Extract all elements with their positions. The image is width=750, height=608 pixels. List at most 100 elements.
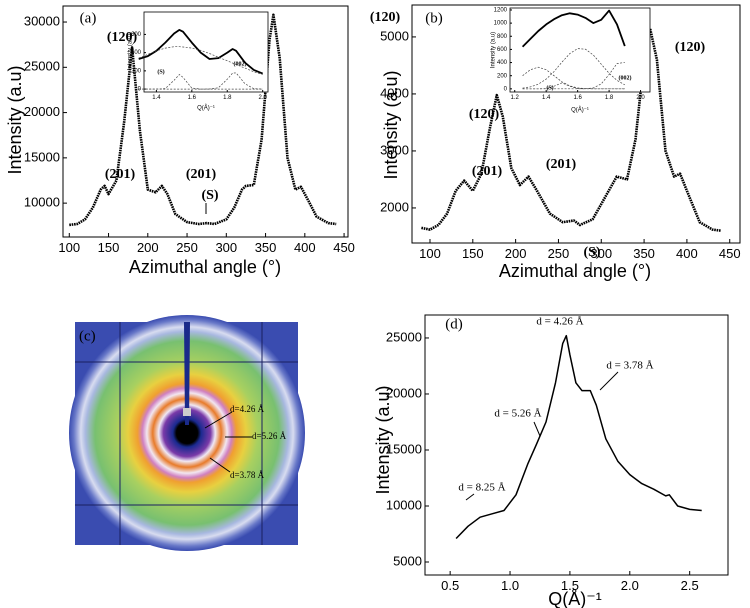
y-tick-label: 25000 bbox=[24, 59, 60, 74]
x-tick-label: 1.8 bbox=[605, 95, 614, 101]
arrow bbox=[204, 411, 233, 429]
x-axis-label: Q(Å)⁻¹ bbox=[571, 107, 589, 114]
annotation: d = 8.25 Å bbox=[458, 482, 505, 494]
y-tick-label: 400 bbox=[131, 50, 142, 56]
y-tick-label: 3000 bbox=[380, 142, 409, 157]
annotation: (201) bbox=[546, 157, 577, 172]
annotation: (S) bbox=[583, 245, 600, 260]
diffraction-rings bbox=[69, 315, 305, 551]
x-axis-label: Q(Å)⁻¹ bbox=[548, 589, 602, 608]
annotation: d = 5.26 Å bbox=[494, 408, 541, 420]
y-axis-label: Intensity (a.u) bbox=[128, 34, 134, 70]
annotation: (120) bbox=[370, 10, 401, 25]
panel: 0.5 1.0 1.5 2.0 2.5 5000 10000 15000 20000 25000 Q… bbox=[373, 314, 729, 608]
y-axis-label: Intensity (a.u) bbox=[381, 70, 401, 179]
x-axis-label: Azimuthal angle (°) bbox=[129, 257, 281, 277]
panel-label: (d) bbox=[445, 316, 463, 332]
y-tick-label: 800 bbox=[497, 34, 508, 40]
y-tick-label: 0 bbox=[138, 87, 142, 93]
x-tick-label: 2.5 bbox=[681, 578, 699, 593]
y-tick-label: 20000 bbox=[386, 385, 422, 400]
data-line bbox=[138, 46, 263, 75]
x-tick-label: 250 bbox=[548, 246, 570, 261]
inset: 1.4 1.6 1.8 2.0 0 200 400 600 Q(Å)⁻¹ Intensity (a… bbox=[128, 11, 269, 112]
x-tick-label: 450 bbox=[719, 246, 741, 261]
x-tick-label: 200 bbox=[505, 246, 527, 261]
annotation: d=5.26 Å bbox=[252, 431, 287, 441]
x-tick-label: 250 bbox=[176, 240, 198, 255]
x-tick-label: 1.6 bbox=[188, 95, 197, 101]
diffraction-image: (c) d=4.26 Å d=5.26 Å d=3.78 Å bbox=[69, 315, 305, 551]
annotation-arrow bbox=[533, 421, 541, 437]
x-tick-label: 350 bbox=[255, 240, 277, 255]
annotation-arrow bbox=[599, 371, 619, 391]
annotation: (120) bbox=[469, 107, 500, 122]
beam-stop-tip bbox=[183, 408, 191, 416]
y-tick-label: 200 bbox=[497, 73, 508, 79]
data-line bbox=[522, 82, 625, 90]
annotation: d=4.26 Å bbox=[230, 404, 265, 414]
data-line bbox=[421, 27, 722, 232]
data-line bbox=[521, 9, 626, 48]
y-tick-label: 600 bbox=[131, 32, 142, 38]
arrow bbox=[209, 457, 231, 473]
y-tick-label: 15000 bbox=[386, 441, 422, 456]
y-tick-label: 5000 bbox=[393, 553, 422, 568]
y-tick-label: 4000 bbox=[380, 85, 409, 100]
annotation: (S) bbox=[201, 188, 218, 203]
x-tick-label: 2.0 bbox=[259, 95, 268, 101]
x-tick-label: 1.5 bbox=[561, 578, 579, 593]
x-tick-label: 100 bbox=[419, 246, 441, 261]
annotation: (002) bbox=[234, 60, 247, 67]
panel-label: (c) bbox=[79, 328, 96, 344]
x-tick-label: 1.4 bbox=[542, 95, 551, 101]
y-tick-label: 0 bbox=[504, 86, 508, 92]
data-line bbox=[138, 29, 264, 75]
y-tick-label: 10000 bbox=[386, 497, 422, 512]
x-tick-label: 1.2 bbox=[511, 95, 520, 101]
y-tick-label: 25000 bbox=[386, 329, 422, 344]
x-tick-label: 150 bbox=[98, 240, 120, 255]
y-tick-label: 1000 bbox=[494, 21, 508, 27]
x-axis-label: Q(Å)⁻¹ bbox=[197, 105, 215, 112]
annotation: (201) bbox=[472, 164, 503, 179]
annotation: d=3.78 Å bbox=[230, 470, 265, 480]
data-line bbox=[69, 13, 337, 227]
x-tick-label: 300 bbox=[215, 240, 237, 255]
x-tick-label: 200 bbox=[137, 240, 159, 255]
y-tick-label: 400 bbox=[497, 60, 508, 66]
plot-frame bbox=[509, 7, 651, 93]
panel-label: (a) bbox=[80, 10, 97, 26]
y-axis-label: Intensity (a.u) bbox=[491, 32, 497, 68]
y-tick-label: 2000 bbox=[380, 199, 409, 214]
y-tick-label: 200 bbox=[131, 68, 142, 74]
x-tick-label: 350 bbox=[633, 246, 655, 261]
x-tick-label: 300 bbox=[590, 246, 612, 261]
data-line bbox=[455, 334, 702, 540]
annotation: (120) bbox=[675, 40, 706, 55]
x-tick-label: 2.0 bbox=[636, 95, 645, 101]
y-tick-label: 1200 bbox=[494, 8, 508, 14]
annotation: d = 4.26 Å bbox=[536, 316, 583, 328]
plot-frame bbox=[424, 314, 729, 576]
y-axis-label: Intensity (a.u) bbox=[5, 65, 25, 174]
annotation: (201) bbox=[105, 167, 136, 182]
annotation-arrow bbox=[465, 493, 475, 501]
x-tick-label: 150 bbox=[462, 246, 484, 261]
panel-label: (b) bbox=[425, 10, 443, 26]
y-tick-label: 20000 bbox=[24, 104, 60, 119]
annotation: (S) bbox=[157, 68, 164, 75]
data-line bbox=[138, 74, 263, 90]
x-axis-label: Azimuthal angle (°) bbox=[499, 261, 651, 281]
annotation: (201) bbox=[186, 167, 217, 182]
x-tick-label: 450 bbox=[333, 240, 355, 255]
x-tick-label: 2.0 bbox=[621, 578, 639, 593]
x-tick-label: 1.4 bbox=[152, 95, 161, 101]
y-tick-label: 600 bbox=[497, 47, 508, 53]
y-tick-label: 10000 bbox=[24, 195, 60, 210]
data-line bbox=[522, 48, 625, 89]
x-tick-label: 1.0 bbox=[501, 578, 519, 593]
annotation: (S) bbox=[546, 84, 553, 91]
inset: 1.2 1.4 1.6 1.8 2.0 0 200 400 600 800 1000 1200 Q(Å)… bbox=[491, 7, 651, 114]
x-tick-label: 400 bbox=[676, 246, 698, 261]
